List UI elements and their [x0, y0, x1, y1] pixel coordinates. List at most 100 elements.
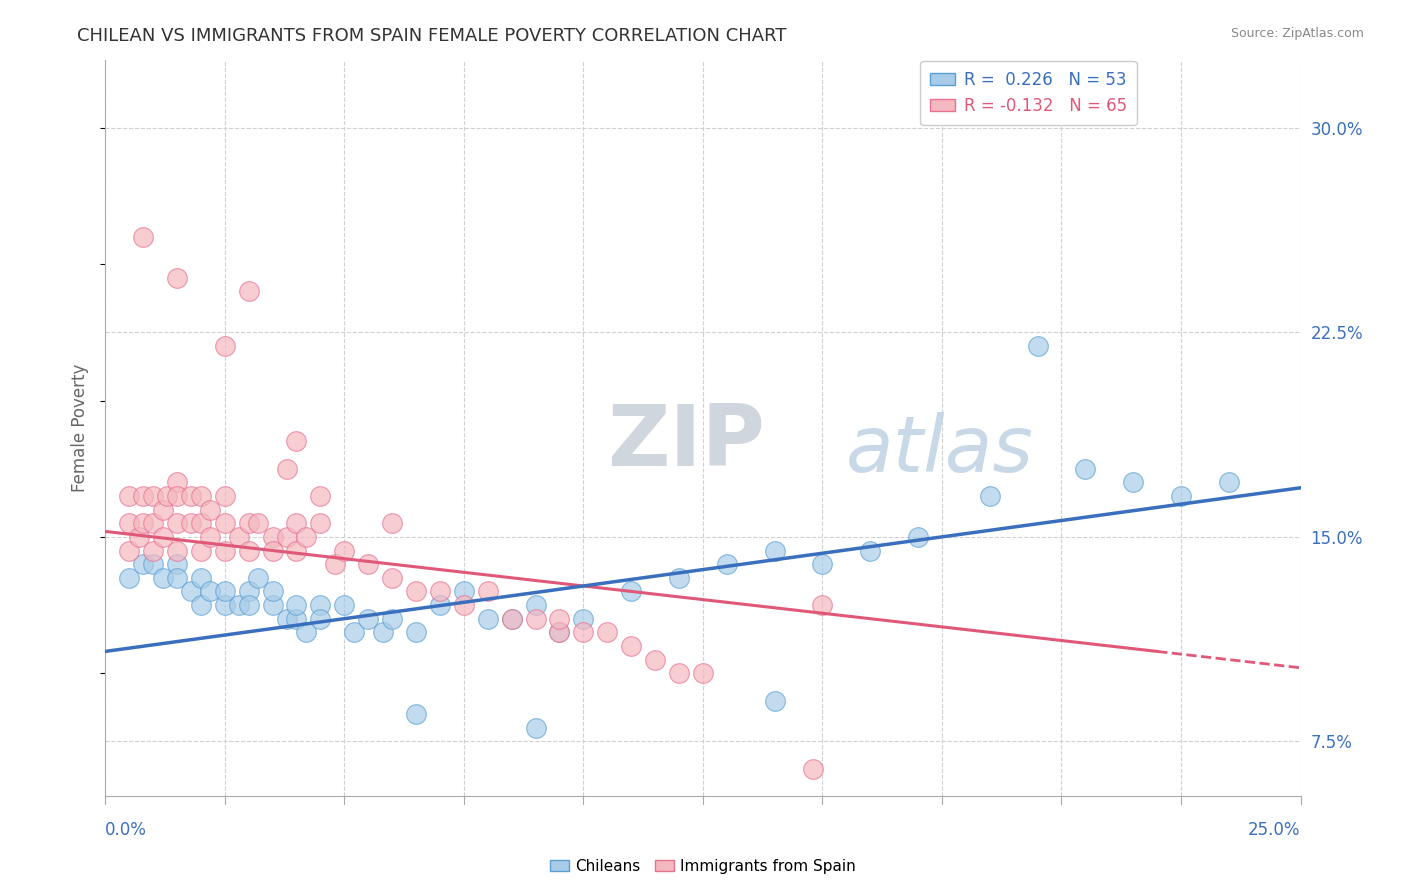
- Point: [1122, 475, 1144, 490]
- Point: [152, 530, 174, 544]
- Point: [262, 584, 284, 599]
- Point: [228, 530, 250, 544]
- Point: [132, 489, 155, 503]
- Point: [501, 612, 523, 626]
- Point: [152, 571, 174, 585]
- Point: [333, 598, 356, 612]
- Point: [548, 625, 571, 640]
- Point: [190, 516, 212, 531]
- Point: [214, 339, 236, 353]
- Point: [276, 530, 298, 544]
- Point: [357, 612, 380, 626]
- Point: [548, 625, 571, 640]
- Point: [501, 612, 523, 626]
- Legend: R =  0.226   N = 53, R = -0.132   N = 65: R = 0.226 N = 53, R = -0.132 N = 65: [921, 61, 1137, 125]
- Point: [524, 612, 547, 626]
- Point: [477, 584, 499, 599]
- Point: [142, 557, 165, 571]
- Point: [716, 557, 738, 571]
- Text: Source: ZipAtlas.com: Source: ZipAtlas.com: [1230, 27, 1364, 40]
- Point: [620, 584, 643, 599]
- Point: [343, 625, 366, 640]
- Point: [1170, 489, 1192, 503]
- Point: [309, 598, 332, 612]
- Point: [811, 598, 834, 612]
- Point: [333, 543, 356, 558]
- Point: [801, 762, 824, 776]
- Point: [118, 543, 141, 558]
- Point: [190, 543, 212, 558]
- Point: [262, 530, 284, 544]
- Point: [238, 598, 260, 612]
- Point: [180, 516, 202, 531]
- Y-axis label: Female Poverty: Female Poverty: [72, 364, 89, 492]
- Point: [811, 557, 834, 571]
- Point: [1218, 475, 1240, 490]
- Point: [596, 625, 619, 640]
- Point: [285, 516, 308, 531]
- Point: [132, 557, 155, 571]
- Point: [1026, 339, 1049, 353]
- Text: 0.0%: 0.0%: [105, 821, 148, 838]
- Point: [309, 489, 332, 503]
- Point: [156, 489, 179, 503]
- Point: [692, 666, 714, 681]
- Point: [118, 571, 141, 585]
- Point: [1074, 461, 1097, 475]
- Point: [285, 612, 308, 626]
- Point: [453, 598, 475, 612]
- Point: [166, 571, 188, 585]
- Point: [381, 612, 404, 626]
- Point: [166, 489, 188, 503]
- Point: [572, 625, 595, 640]
- Point: [190, 571, 212, 585]
- Point: [166, 516, 188, 531]
- Point: [190, 489, 212, 503]
- Point: [548, 612, 571, 626]
- Point: [285, 598, 308, 612]
- Point: [524, 598, 547, 612]
- Point: [142, 516, 165, 531]
- Point: [285, 543, 308, 558]
- Point: [200, 584, 222, 599]
- Point: [118, 516, 141, 531]
- Point: [276, 461, 298, 475]
- Point: [572, 612, 595, 626]
- Point: [405, 707, 427, 722]
- Point: [152, 502, 174, 516]
- Point: [381, 571, 404, 585]
- Point: [214, 516, 236, 531]
- Point: [429, 584, 451, 599]
- Text: atlas: atlas: [846, 412, 1035, 488]
- Point: [214, 543, 236, 558]
- Point: [295, 530, 318, 544]
- Point: [166, 270, 188, 285]
- Point: [979, 489, 1001, 503]
- Point: [214, 489, 236, 503]
- Point: [142, 543, 165, 558]
- Point: [907, 530, 929, 544]
- Point: [166, 543, 188, 558]
- Point: [295, 625, 318, 640]
- Point: [477, 612, 499, 626]
- Point: [668, 666, 690, 681]
- Point: [142, 489, 165, 503]
- Point: [190, 598, 212, 612]
- Point: [276, 612, 298, 626]
- Text: 25.0%: 25.0%: [1249, 821, 1301, 838]
- Text: ZIP: ZIP: [607, 401, 765, 484]
- Point: [118, 489, 141, 503]
- Point: [763, 543, 786, 558]
- Point: [323, 557, 346, 571]
- Point: [859, 543, 882, 558]
- Point: [309, 516, 332, 531]
- Point: [200, 530, 222, 544]
- Point: [228, 598, 250, 612]
- Point: [214, 598, 236, 612]
- Point: [405, 584, 427, 599]
- Point: [357, 557, 380, 571]
- Point: [620, 639, 643, 653]
- Point: [429, 598, 451, 612]
- Point: [371, 625, 394, 640]
- Legend: Chileans, Immigrants from Spain: Chileans, Immigrants from Spain: [544, 853, 862, 880]
